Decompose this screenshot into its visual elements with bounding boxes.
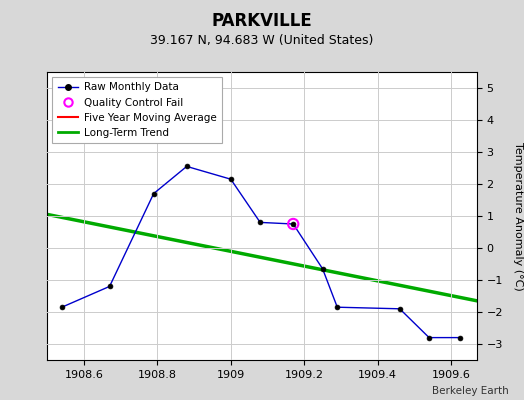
Text: PARKVILLE: PARKVILLE	[212, 12, 312, 30]
Point	[289, 221, 298, 227]
Text: 39.167 N, 94.683 W (United States): 39.167 N, 94.683 W (United States)	[150, 34, 374, 47]
Y-axis label: Temperature Anomaly (°C): Temperature Anomaly (°C)	[512, 142, 522, 290]
Legend: Raw Monthly Data, Quality Control Fail, Five Year Moving Average, Long-Term Tren: Raw Monthly Data, Quality Control Fail, …	[52, 77, 222, 143]
Text: Berkeley Earth: Berkeley Earth	[432, 386, 508, 396]
